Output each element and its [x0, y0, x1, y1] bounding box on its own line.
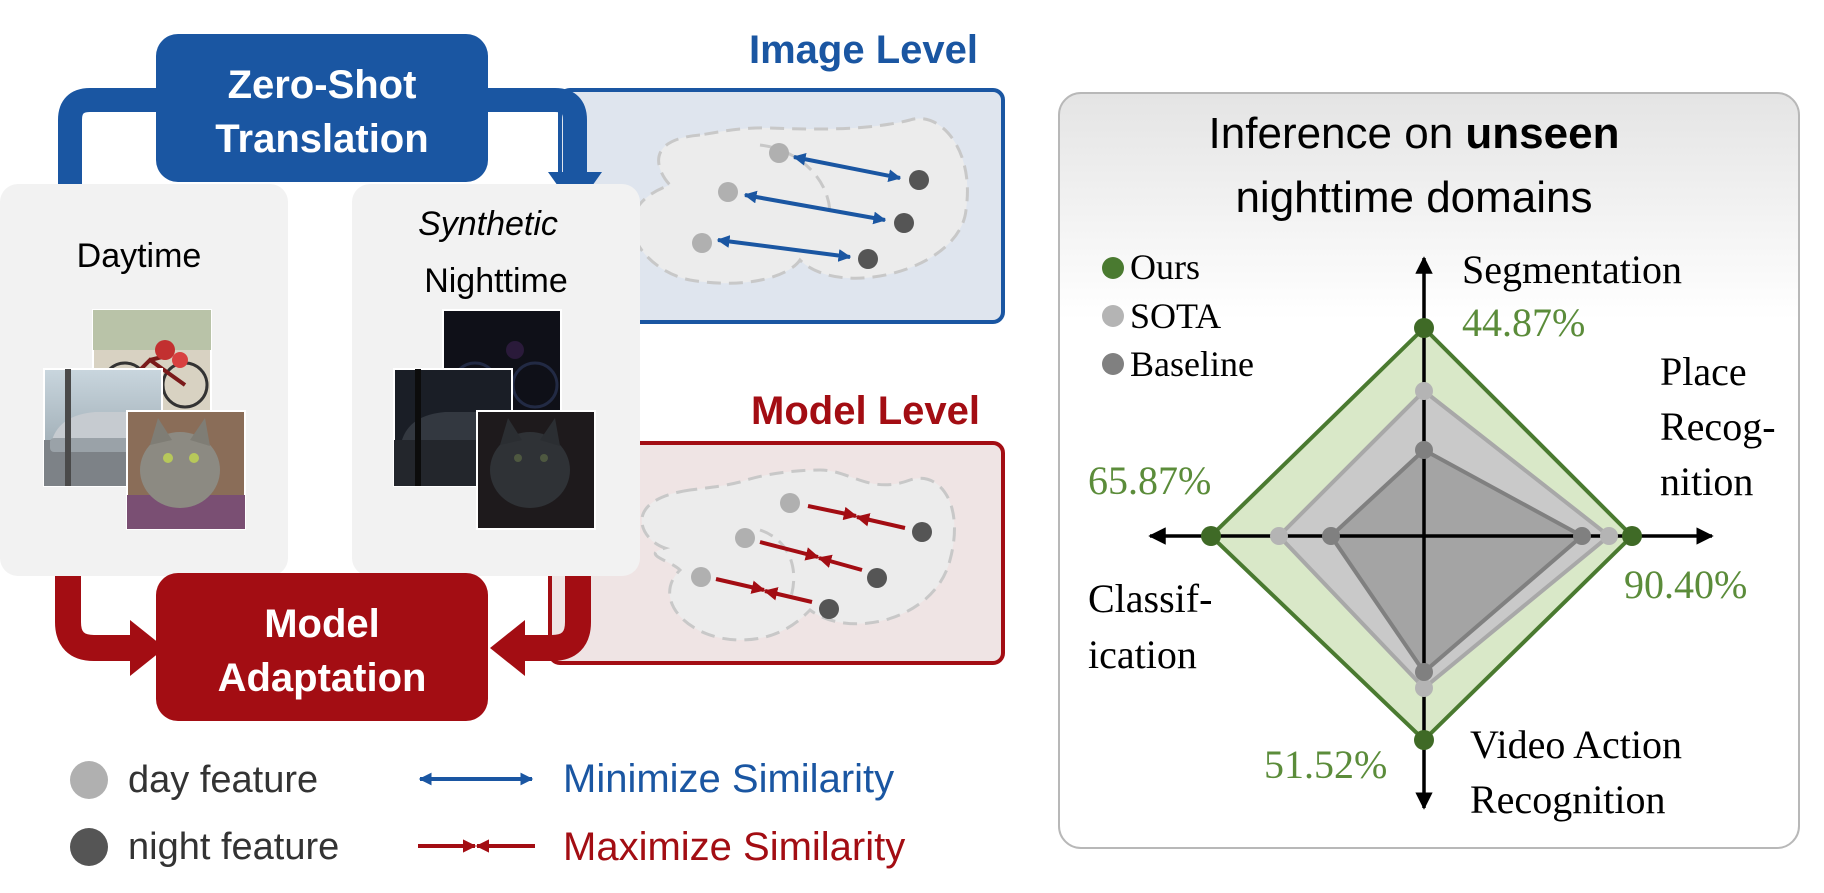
classification-value: 65.87%: [1088, 458, 1211, 503]
sota-point-classification: [1270, 527, 1288, 545]
sota-point-segmentation: [1415, 382, 1433, 400]
ours-point-video: [1414, 730, 1434, 750]
baseline-legend-label: Baseline: [1130, 344, 1254, 384]
baseline-point-classification: [1322, 527, 1340, 545]
day-feature-dot: [735, 528, 755, 548]
radar-title-line2: nighttime domains: [1235, 173, 1592, 222]
daytime-label: Daytime: [77, 237, 202, 275]
minimize-arrow: [743, 190, 887, 225]
daytime-cat-image: [126, 410, 246, 530]
maximize-arrow: [807, 504, 858, 521]
place-value: 90.40%: [1624, 562, 1747, 607]
place-axis-label-line1: Place: [1660, 349, 1747, 394]
day-feature-dot: [691, 567, 711, 587]
night-feature-legend-dot: [70, 828, 108, 866]
feature-legend: day feature night feature Minimize Simil…: [70, 757, 905, 869]
classification-axis-label-line2: ication: [1088, 632, 1197, 677]
video-axis-label-line2: Recognition: [1470, 777, 1666, 822]
adaptation-flow-arrow: [55, 570, 591, 676]
sota-legend-label: SOTA: [1130, 296, 1221, 336]
synthetic-nighttime-card: Synthetic Nighttime: [352, 184, 640, 576]
segmentation-value: 44.87%: [1462, 300, 1585, 345]
ours-legend-label: Ours: [1130, 247, 1200, 287]
classification-axis-label-line1: Classif-: [1088, 576, 1212, 621]
baseline-point-place: [1573, 527, 1591, 545]
zero-shot-translation-box: Zero-Shot Translation: [156, 34, 488, 182]
maximize-arrow: [763, 587, 813, 604]
baseline-point-segmentation: [1415, 441, 1433, 459]
sota-legend-dot: [1102, 305, 1124, 327]
baseline-point-video: [1415, 663, 1433, 681]
image-level-title: Image Level: [749, 28, 978, 72]
maximize-legend-label: Maximize Similarity: [563, 825, 905, 869]
adaptation-label-line2: Adaptation: [218, 656, 427, 700]
model-level-feature-cluster: [640, 468, 956, 642]
sota-point-place: [1600, 527, 1618, 545]
radar-panel: Inference on unseen nighttime domains Ou…: [1058, 92, 1800, 849]
model-level-panel: [548, 441, 1005, 665]
place-axis-label-line2: Recog-: [1660, 404, 1776, 449]
minimize-arrow: [792, 152, 902, 183]
ours-point-segmentation: [1414, 318, 1434, 338]
night-feature-dot: [912, 522, 932, 542]
daytime-card: Daytime: [0, 184, 288, 576]
video-value: 51.52%: [1264, 742, 1387, 787]
maximize-arrow: [759, 540, 820, 561]
ours-point-classification: [1201, 526, 1221, 546]
image-level-panel: [558, 88, 1005, 324]
baseline-legend-dot: [1102, 353, 1124, 375]
day-feature-dot: [780, 493, 800, 513]
nighttime-cat-image: [476, 410, 596, 530]
day-feature-dot: [692, 233, 712, 253]
ours-point-place: [1622, 526, 1642, 546]
ours-legend-dot: [1102, 257, 1124, 279]
maximize-arrow: [817, 554, 863, 572]
night-feature-dot: [894, 213, 914, 233]
image-level-feature-cluster: [630, 117, 969, 285]
minimize-legend-label: Minimize Similarity: [563, 757, 894, 801]
model-level-title: Model Level: [751, 389, 980, 433]
minimize-arrow: [716, 235, 852, 262]
radar-title-line1: Inference on unseen: [1209, 109, 1620, 158]
sota-point-video: [1415, 679, 1433, 697]
nighttime-label: Nighttime: [424, 262, 568, 300]
model-adaptation-box: Model Adaptation: [156, 573, 488, 721]
translation-label-line1: Zero-Shot: [228, 63, 417, 107]
maximize-arrow: [715, 577, 766, 594]
maximize-arrow: [855, 513, 906, 530]
synthetic-label: Synthetic: [418, 205, 558, 243]
night-feature-legend-label: night feature: [128, 826, 339, 868]
place-axis-label-line3: nition: [1660, 459, 1753, 504]
night-feature-dot: [858, 249, 878, 269]
night-feature-dot: [819, 599, 839, 619]
day-feature-legend-dot: [70, 761, 108, 799]
video-axis-label-line1: Video Action: [1470, 722, 1682, 767]
day-feature-legend-label: day feature: [128, 759, 318, 801]
day-feature-dot: [718, 182, 738, 202]
day-feature-dot: [769, 143, 789, 163]
night-feature-dot: [867, 568, 887, 588]
segmentation-axis-label: Segmentation: [1462, 247, 1682, 292]
translation-label-line2: Translation: [215, 117, 428, 161]
adaptation-label-line1: Model: [264, 602, 380, 646]
night-feature-dot: [909, 170, 929, 190]
